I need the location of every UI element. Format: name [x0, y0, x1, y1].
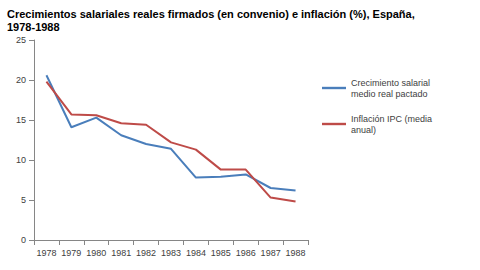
- svg-text:1983: 1983: [161, 248, 181, 258]
- svg-text:1978-1988: 1978-1988: [7, 21, 60, 33]
- svg-text:anual): anual): [351, 125, 376, 135]
- svg-text:1985: 1985: [211, 248, 231, 258]
- svg-text:0: 0: [21, 235, 26, 245]
- svg-text:1984: 1984: [186, 248, 206, 258]
- svg-text:1979: 1979: [61, 248, 81, 258]
- svg-text:1981: 1981: [111, 248, 131, 258]
- svg-text:5: 5: [21, 195, 26, 205]
- svg-text:20: 20: [16, 75, 26, 85]
- svg-text:1982: 1982: [136, 248, 156, 258]
- svg-text:1986: 1986: [236, 248, 256, 258]
- svg-text:10: 10: [16, 155, 26, 165]
- svg-text:25: 25: [16, 35, 26, 45]
- svg-text:1980: 1980: [86, 248, 106, 258]
- svg-text:Crecimientos salariales reales: Crecimientos salariales reales firmados …: [7, 8, 418, 20]
- svg-text:1987: 1987: [261, 248, 281, 258]
- svg-text:medio real pactado: medio real pactado: [351, 89, 428, 99]
- svg-text:1978: 1978: [36, 248, 56, 258]
- svg-text:1988: 1988: [286, 248, 306, 258]
- svg-text:15: 15: [16, 115, 26, 125]
- svg-text:Crecimiento salarial: Crecimiento salarial: [351, 78, 433, 88]
- svg-text:Inflación IPC (media: Inflación IPC (media: [351, 114, 435, 124]
